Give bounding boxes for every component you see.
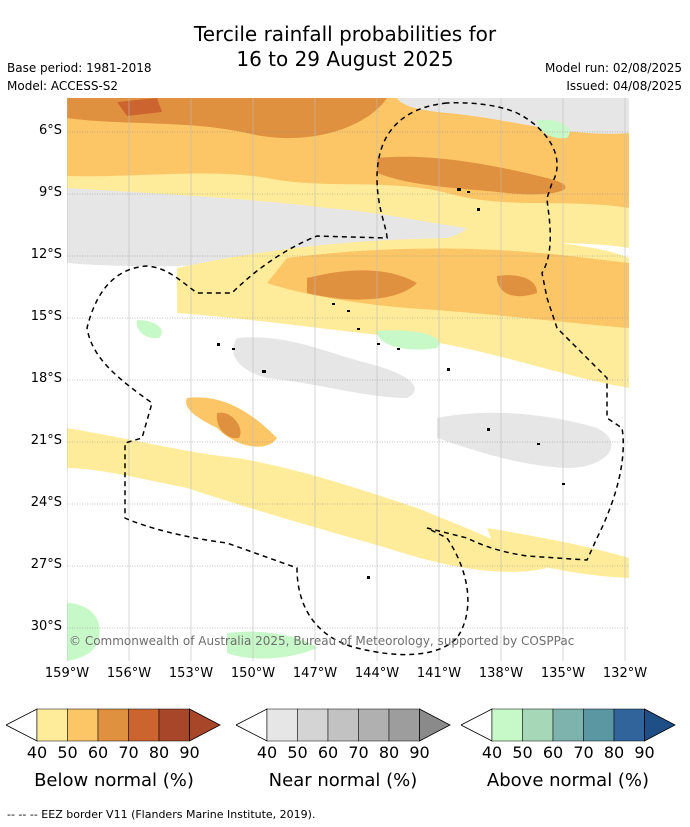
band-below-40-low — [67, 428, 547, 572]
title-line-1: Tercile rainfall probabilities for — [193, 22, 497, 46]
legend-tick: 60 — [87, 743, 109, 762]
band-near-ne — [397, 98, 629, 134]
y-tick-label: 27°S — [30, 557, 62, 572]
y-tick-label: 18°S — [30, 371, 62, 386]
x-tick-label: 150°W — [230, 666, 276, 681]
x-tick-label: 132°W — [602, 666, 648, 681]
legend-tick: 80 — [378, 743, 400, 762]
x-tick-label: 153°W — [168, 666, 214, 681]
band-below-60-mid — [307, 270, 417, 300]
issued-date: Issued: 04/08/2025 — [566, 79, 682, 93]
band-above-40-mid — [377, 330, 439, 350]
band-below-50-mid — [267, 248, 629, 328]
legend-tick: 70 — [348, 743, 369, 762]
band-near-mid — [233, 337, 415, 398]
y-tick-label: 15°S — [30, 309, 62, 324]
legend-tick: 40 — [481, 743, 503, 762]
legend-tick: 60 — [542, 743, 564, 762]
x-tick-label: 159°W — [44, 666, 90, 681]
islands — [217, 188, 565, 579]
x-tick-label: 141°W — [416, 666, 462, 681]
gridlines — [66, 98, 629, 661]
legend-tick: 40 — [26, 743, 48, 762]
map-title: Tercile rainfall probabilities for 16 to… — [0, 22, 690, 72]
legend-tick: 50 — [57, 743, 78, 762]
band-near-east — [437, 412, 612, 468]
x-tick-label: 147°W — [292, 666, 338, 681]
title-line-2: 16 to 29 August 2025 — [236, 47, 454, 71]
legend-above-bar — [461, 708, 676, 742]
legend-below-bar — [6, 708, 221, 742]
eez-footer-note: -- -- -- EEZ border V11 (Flanders Marine… — [7, 808, 316, 821]
x-tick-label: 144°W — [354, 666, 400, 681]
legend-near-title: Near normal (%) — [268, 770, 418, 791]
rainfall-map-svg — [66, 98, 629, 661]
base-period: Base period: 1981-2018 — [7, 61, 152, 75]
band-below-70 — [117, 98, 162, 116]
meta-left: Base period: 1981-2018 Model: ACCESS-S2 — [7, 59, 152, 95]
x-tick-label: 135°W — [540, 666, 586, 681]
map-area: © Commonwealth of Australia 2025, Bureau… — [66, 98, 629, 661]
band-below-60-east — [377, 156, 566, 195]
legend-tick: 40 — [256, 743, 278, 762]
y-tick-label: 24°S — [30, 495, 62, 510]
band-above-40-sw — [227, 631, 317, 659]
band-above-40-ne — [537, 119, 570, 139]
y-tick-label: 21°S — [30, 433, 62, 448]
legend-tick: 50 — [287, 743, 308, 762]
legend-tick: 90 — [409, 743, 430, 762]
band-below-40-se — [487, 528, 629, 578]
legend-tick: 70 — [573, 743, 594, 762]
y-tick-label: 12°S — [30, 247, 62, 262]
legend-near-bar — [236, 708, 451, 742]
y-tick-label: 9°S — [38, 185, 62, 200]
legend-tick: 80 — [148, 743, 170, 762]
x-tick-label: 138°W — [478, 666, 524, 681]
band-above-40-w2 — [136, 320, 162, 339]
band-above-40-w — [67, 603, 100, 661]
copyright-notice: © Commonwealth of Australia 2025, Bureau… — [69, 634, 575, 648]
x-tick-label: 156°W — [106, 666, 152, 681]
y-tick-label: 30°S — [30, 619, 62, 634]
meta-right: Model run: 02/08/2025 Issued: 04/08/2025 — [545, 59, 682, 95]
legend-above-title: Above normal (%) — [486, 770, 650, 791]
y-tick-label: 6°S — [38, 123, 62, 138]
legend-tick: 90 — [634, 743, 655, 762]
legend-tick: 70 — [118, 743, 139, 762]
band-below-60-mid2 — [497, 275, 537, 297]
legend-tick: 90 — [179, 743, 200, 762]
eez-border — [86, 102, 625, 656]
model-run: Model run: 02/08/2025 — [544, 61, 682, 75]
band-below-60-low — [216, 412, 241, 439]
legend-tick: 60 — [317, 743, 339, 762]
model-name: Model: ACCESS-S2 — [7, 79, 119, 93]
legend-below-title: Below normal (%) — [34, 770, 194, 791]
legend-tick: 80 — [603, 743, 625, 762]
legend-tick: 50 — [512, 743, 533, 762]
